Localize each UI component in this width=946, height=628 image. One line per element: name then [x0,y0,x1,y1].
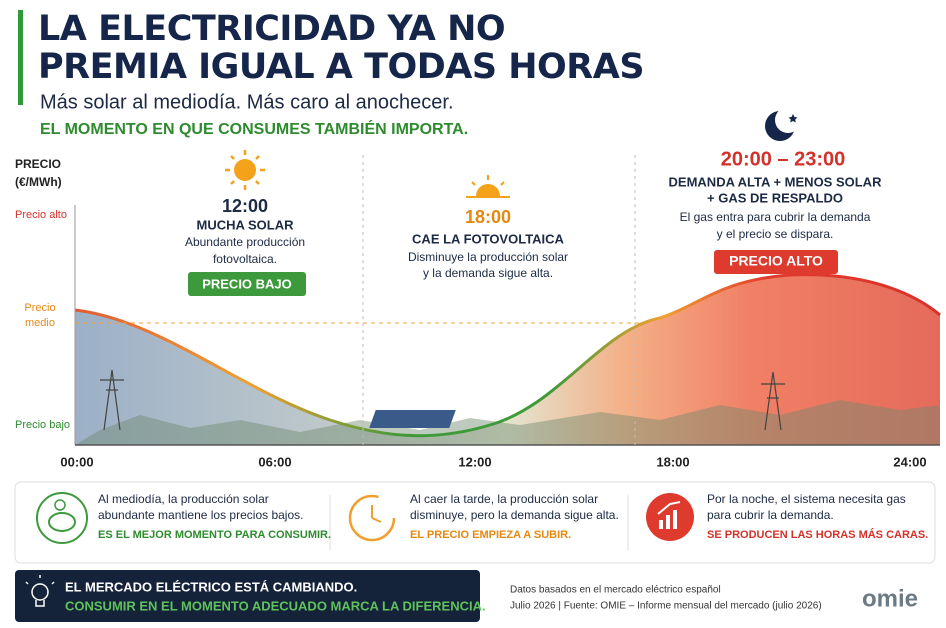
note: El gas entra para cubrir la demanda [680,210,871,224]
footer-line: CONSUMIR EN EL MOMENTO ADECUADO MARCA LA… [65,598,486,613]
card-highlight: EL PRECIO EMPIEZA A SUBIR. [410,529,571,541]
heading: + GAS DE RESPALDO [707,190,843,205]
landscape [75,400,940,445]
badge-label: PRECIO ALTO [729,253,823,269]
moon-icon [765,107,801,141]
x-tick-label: 12:00 [458,454,491,469]
sun-icon [225,150,265,190]
footer-box [15,570,480,622]
note: Abundante producción [185,235,305,249]
y-label: medio [25,317,55,329]
note: Disminuye la producción solar [408,250,568,264]
card-highlight: SE PRODUCEN LAS HORAS MÁS CARAS. [707,528,928,541]
y-title: (€/MWh) [15,175,62,189]
time: 18:00 [465,207,511,227]
source: Julio 2026 | Fuente: OMIE – Informe mens… [510,601,822,612]
logo: omie [862,585,918,612]
time: 20:00 – 23:00 [721,148,846,170]
x-tick-label: 00:00 [60,454,93,469]
card-text: Al caer la tarde, la producción solar [410,492,598,506]
y-label: Precio bajo [15,419,70,431]
card-text: Por la noche, el sistema necesita gas [707,492,906,506]
time: 12:00 [222,196,268,216]
badge [188,272,306,296]
title: LA ELECTRICIDAD YA NO [38,9,505,49]
source: Datos basados en el mercado eléctrico es… [510,585,721,596]
heading: MUCHA SOLAR [196,217,294,232]
solar-panel [369,410,456,428]
price-curve [74,273,941,438]
sunset-icon [466,175,510,198]
note: y el precio se dispara. [717,227,834,241]
badge-label: PRECIO BAJO [202,276,292,291]
note: y la demanda sigue alta. [423,266,553,280]
card-highlight: ES EL MEJOR MOMENTO PARA CONSUMIR. [98,529,331,541]
x-tick-label: 18:00 [656,454,689,469]
tagline: EL MOMENTO EN QUE CONSUMES TAMBIÉN IMPOR… [40,119,468,138]
card-text: Al mediodía, la producción solar [98,492,269,506]
chart-icon [646,493,694,541]
y-title: PRECIO [15,157,61,171]
heading: CAE LA FOTOVOLTAICA [412,231,565,246]
heading: DEMANDA ALTA + MENOS SOLAR [669,174,883,189]
bulb-icon [25,575,55,607]
price-area [75,274,940,445]
card-text: para cubrir la demanda. [707,508,834,522]
badge [714,250,838,274]
title: PREMIA IGUAL A TODAS HORAS [38,47,644,87]
clock-icon [348,494,396,542]
footer-line: EL MERCADO ELÉCTRICO ESTÁ CAMBIANDO. [65,579,357,594]
pylon [100,369,785,431]
card-text: disminuye, pero la demanda sigue alta. [410,508,619,522]
y-label: Precio alto [15,209,67,221]
subtitle: Más solar al mediodía. Más caro al anoch… [40,91,454,113]
piggy-icon [36,492,88,544]
card-text: abundante mantiene los precios bajos. [98,508,303,522]
y-label: Precio [24,302,55,314]
x-tick-label: 24:00 [893,454,926,469]
note: fotovoltaica. [213,252,277,266]
x-tick-label: 06:00 [258,454,291,469]
accent-bar [18,10,23,105]
cards-panel [14,481,936,564]
